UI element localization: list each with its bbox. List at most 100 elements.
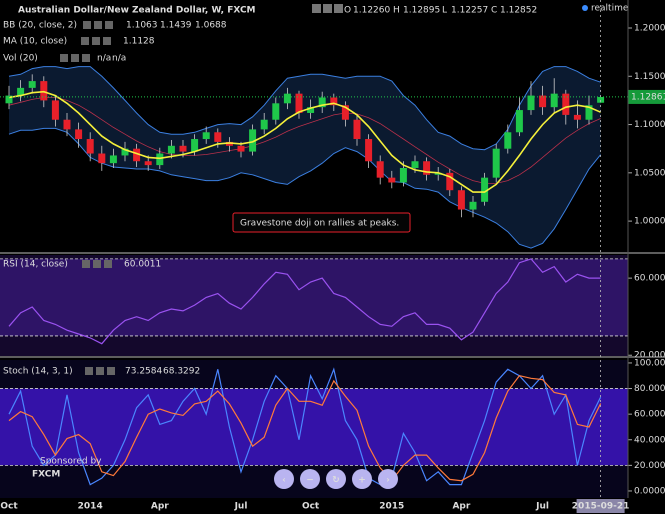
toolbar-icon[interactable]	[323, 4, 332, 13]
x-tick-label: Oct	[302, 502, 320, 512]
ma-label: MA (10, close)	[3, 37, 67, 47]
candle-body	[283, 93, 291, 104]
indicator-icon[interactable]	[93, 260, 101, 268]
y-tick-label: 1.05000	[634, 168, 665, 178]
readout-label: H	[393, 6, 400, 16]
candle-body	[237, 145, 245, 152]
y-tick-label: 40.0000	[634, 435, 665, 445]
bollinger-lower	[8, 127, 601, 249]
candle-body	[179, 145, 187, 152]
y-tick-label: 1.00000	[634, 217, 665, 227]
indicator-icon[interactable]	[105, 21, 113, 29]
candle-body	[144, 161, 152, 166]
candle-body	[260, 119, 268, 130]
candle-body	[399, 168, 407, 183]
stoch-readout: 68.3292	[163, 367, 200, 377]
candle-body	[40, 81, 48, 101]
candle-body	[527, 95, 535, 111]
x-tick-label: Oct	[0, 502, 18, 512]
toolbar-icon[interactable]	[334, 4, 343, 13]
y-tick-label: 100.0000	[634, 358, 665, 368]
nav-button[interactable]	[274, 469, 294, 489]
candle-body	[434, 172, 442, 175]
annotation: Gravestone doji on rallies at peaks.	[240, 219, 399, 229]
x-tick-label: Apr	[452, 502, 470, 512]
rsi-label: RSI (14, close)	[3, 260, 68, 270]
candle-body	[5, 95, 13, 104]
stoch-label: Stoch (14, 3, 1)	[3, 367, 73, 377]
indicator-icon[interactable]	[60, 54, 68, 62]
nav-button[interactable]	[378, 469, 398, 489]
y-tick-label: 1.10000	[634, 120, 665, 130]
readout-value: 1.12852	[500, 6, 537, 16]
indicator-icon[interactable]	[81, 37, 89, 45]
candle-body	[376, 161, 384, 178]
candle-body	[133, 148, 141, 162]
candle-body	[504, 132, 512, 149]
moving-average	[8, 90, 601, 193]
indicator-icon[interactable]	[83, 21, 91, 29]
bollinger-upper	[8, 66, 601, 151]
candle-body	[51, 100, 59, 120]
candle-body	[423, 161, 431, 175]
brand-logo: FXCM	[32, 470, 60, 480]
nav-button-icon[interactable]: +	[358, 476, 366, 486]
current-date-tag	[576, 499, 625, 513]
toolbar-icon[interactable]	[312, 4, 321, 13]
indicator-icon[interactable]	[103, 37, 111, 45]
readout-value: 1.12895	[403, 6, 440, 16]
vol-readout: n/a	[97, 54, 111, 64]
indicator-icon[interactable]	[96, 367, 104, 375]
nav-button[interactable]	[300, 469, 320, 489]
bollinger-middle	[8, 97, 601, 184]
indicator-icon[interactable]	[104, 260, 112, 268]
nav-button[interactable]	[326, 469, 346, 489]
candle-body	[272, 103, 280, 120]
annotation-box	[232, 212, 411, 233]
y-tick-label: 80.0000	[634, 384, 665, 394]
indicator-icon[interactable]	[92, 37, 100, 45]
candle-body	[63, 119, 71, 130]
x-tick-label: 2014	[78, 502, 103, 512]
x-tick-label: 2015-09-21	[572, 502, 630, 512]
y-tick-label: 20.0000	[634, 351, 665, 361]
candle-body	[388, 177, 396, 183]
candle-body	[214, 132, 222, 142]
nav-button-icon[interactable]: ›	[386, 476, 390, 486]
status: realtime	[591, 4, 629, 14]
nav-button-icon[interactable]: ‹	[282, 476, 286, 486]
x-tick-label: Apr	[151, 502, 169, 512]
candle-body	[109, 155, 117, 164]
indicator-icon[interactable]	[82, 54, 90, 62]
candle-body	[446, 172, 454, 191]
stoch-line	[8, 367, 602, 486]
nav-button-icon[interactable]: −	[306, 476, 314, 486]
x-tick-label: Jul	[234, 502, 248, 512]
stoch-readout: 73.2584	[125, 367, 162, 377]
nav-button[interactable]	[352, 469, 372, 489]
candle-body	[457, 190, 465, 210]
nav-button-icon[interactable]: ↻	[332, 476, 340, 486]
candle-body	[585, 105, 593, 120]
sponsor-label: Sponsored by	[40, 457, 102, 467]
indicator-icon[interactable]	[107, 367, 115, 375]
bb-readout: 1.1439	[160, 21, 192, 31]
candle-body	[121, 148, 129, 156]
indicator-icon[interactable]	[94, 21, 102, 29]
candle-body	[481, 177, 489, 202]
readout-value: 1.12260	[353, 6, 390, 16]
indicator-icon[interactable]	[85, 367, 93, 375]
candle-body	[75, 129, 83, 140]
indicator-icon[interactable]	[82, 260, 90, 268]
vol-label: Vol (20)	[3, 54, 38, 64]
price-tag-label: 1.12861	[631, 92, 665, 102]
candle-body	[365, 139, 373, 162]
readout-label: C	[491, 6, 497, 16]
y-tick-label: 20.0000	[634, 461, 665, 471]
candle-body	[411, 161, 419, 168]
indicator-icon[interactable]	[71, 54, 79, 62]
bb-readout: 1.0688	[195, 21, 227, 31]
candle-body	[597, 97, 605, 103]
candle-body	[202, 132, 210, 140]
candle-body	[167, 145, 175, 154]
